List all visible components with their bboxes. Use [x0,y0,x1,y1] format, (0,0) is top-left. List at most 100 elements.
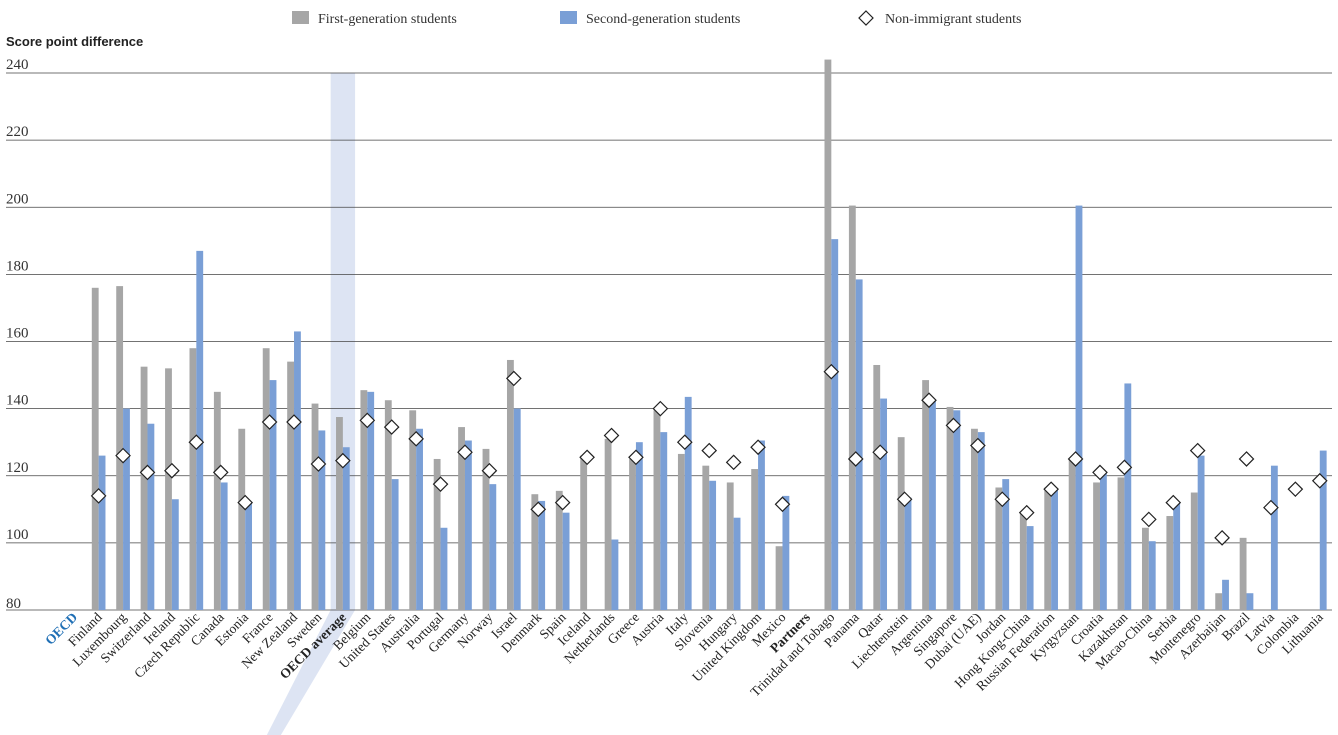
y-axis-title: Score point difference [6,34,143,49]
marker-non-immigrant-portugal [432,476,449,492]
bar-first-austria [653,410,661,610]
bar-second-france [269,380,277,610]
marker-non-immigrant-colombia [1287,481,1304,498]
marker-non-immigrant-azerbaijan [1214,529,1230,546]
bar-second-latvia [1270,465,1278,610]
marker-non-immigrant-argentina [921,392,937,409]
bar-second-serbia [1173,502,1181,610]
marker-non-immigrant-israel [505,370,522,387]
marker-non-immigrant-macao-china [1140,511,1157,528]
bar-second-mexico [782,495,790,610]
bar-first-finland [91,287,99,610]
bar-first-france [262,348,270,610]
marker-non-immigrant-kazakhstan [1116,459,1133,476]
bar-first-macao-china [1141,527,1149,610]
bar-second-dubai-uae [977,432,985,610]
marker-non-immigrant-hungary [725,454,742,471]
marker-non-immigrant-hong-kong-china [1018,504,1035,521]
bar-second-qatar [880,398,888,610]
bar-second-montenegro [1197,455,1205,610]
bar-first-sweden [311,403,319,610]
bar-first-new-zealand [287,361,295,610]
bar-first-hungary [726,482,734,610]
bar-first-estonia [238,428,246,610]
legend-swatch-second-generation [560,11,577,24]
bar-first-panama [848,205,856,610]
bar-second-liechtenstein [904,497,912,610]
bar-first-germany [458,427,465,610]
bar-first-jordan [995,487,1003,610]
bar-first-netherlands [604,438,612,610]
bar-first-czech-republic [189,348,197,610]
marker-non-immigrant-estonia [237,494,254,511]
bar-second-czech-republic [196,250,204,610]
marker-non-immigrant-montenegro [1189,442,1206,459]
bar-first-slovenia [702,465,710,610]
marker-non-immigrant-mexico [774,496,791,513]
marker-non-immigrant-czech-republic [188,434,205,451]
marker-non-immigrant-netherlands [603,427,620,444]
bar-first-kyrgyzstan [1068,458,1076,610]
bar-first-qatar [873,364,881,610]
bar-first-belgium [360,390,368,610]
bar-second-kyrgyzstan [1075,205,1083,610]
marker-non-immigrant-switzerland [139,464,156,481]
bar-first-united-kingdom [751,469,759,610]
bar-first-liechtenstein [897,437,905,610]
legend-diamond-non-immigrant-icon [858,10,874,26]
bar-first-italy [677,453,685,610]
bar-first-russian-federation [1044,487,1052,610]
bar-first-ireland [165,368,172,610]
bar-second-norway [489,484,497,610]
bar-second-azerbaijan [1222,579,1229,610]
bar-first-norway [482,448,490,610]
bar-second-portugal [440,527,448,610]
bar-second-kazakhstan [1124,383,1132,610]
legend-label-first-generation: First-generation students [318,12,457,27]
bar-second-belgium [367,391,375,610]
bar-first-switzerland [140,366,148,610]
marker-non-immigrant-united-kingdom [750,439,766,456]
bar-second-oecd-average [342,447,350,610]
average-highlight-band-label [266,610,356,735]
bar-first-brazil [1239,537,1247,610]
bar-second-canada [220,482,228,610]
marker-non-immigrant-italy [676,434,693,451]
bar-second-switzerland [147,423,155,610]
y-tick-label-240: 240 [6,57,29,73]
marker-non-immigrant-latvia [1263,499,1279,516]
y-tick-label-160: 160 [6,326,29,342]
bar-first-spain [555,490,563,610]
bar-second-greece [635,442,643,610]
y-tick-label-80: 80 [6,596,21,612]
legend-label-second-generation: Second-generation students [586,12,740,27]
bar-second-hong-kong-china [1026,526,1034,610]
bar-second-netherlands [611,539,619,610]
marker-non-immigrant-kyrgyzstan [1067,451,1084,467]
marker-non-immigrant-belgium [359,412,376,429]
legend-label-non-immigrant: Non-immigrant students [885,12,1022,27]
marker-non-immigrant-germany [457,444,473,461]
bar-first-israel [506,359,514,610]
marker-non-immigrant-qatar [872,444,889,461]
marker-non-immigrant-liechtenstein [896,491,913,508]
marker-non-immigrant-united-states [383,419,400,435]
marker-non-immigrant-singapore [945,417,962,434]
bar-second-israel [513,408,521,610]
bar-second-croatia [1099,472,1107,610]
marker-non-immigrant-spain [554,494,571,511]
marker-non-immigrant-brazil [1238,451,1255,467]
legend-swatch-first-generation [292,11,309,24]
bar-second-brazil [1246,593,1254,610]
marker-non-immigrant-slovenia [701,442,718,459]
bar-first-trinidad-and-tobago [824,59,832,610]
bar-second-slovenia [709,480,717,610]
bar-second-italy [684,396,692,610]
bar-second-argentina [929,400,936,610]
marker-non-immigrant-ireland [164,462,180,479]
bar-second-macao-china [1148,541,1156,610]
marker-non-immigrant-jordan [994,491,1011,508]
marker-non-immigrant-iceland [579,449,595,466]
bar-second-jordan [1002,479,1010,610]
